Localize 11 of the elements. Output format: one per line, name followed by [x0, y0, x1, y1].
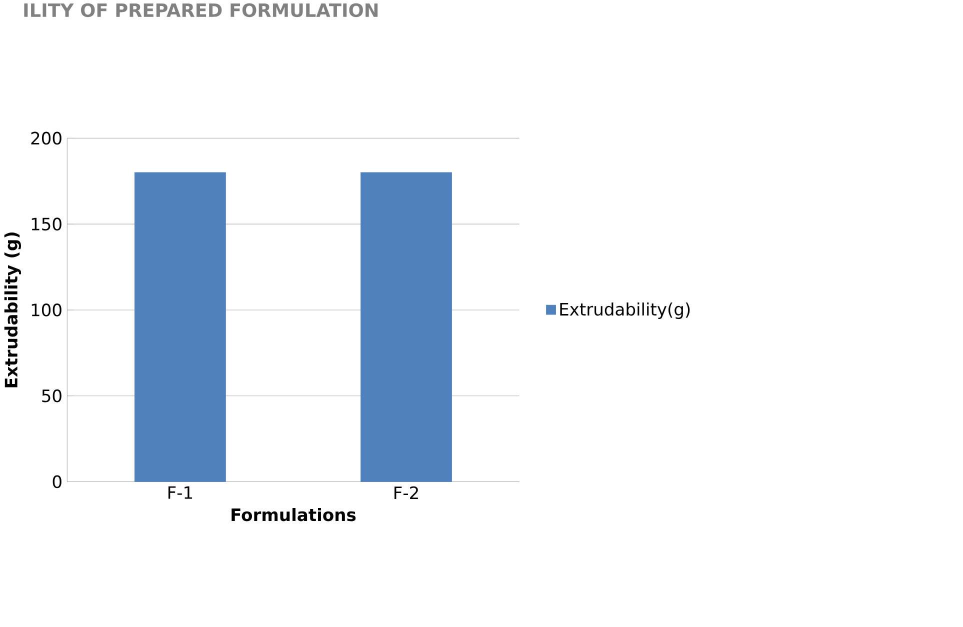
y-tick-label: 100: [32, 304, 62, 316]
x-tick-label: F-2: [394, 486, 418, 500]
y-tick-label: 150: [32, 218, 62, 231]
y-tick-label: 0: [52, 475, 62, 488]
y-tick-label: 200: [31, 132, 62, 145]
legend-label: Extrudability(g): [560, 302, 690, 320]
y-axis-title: Extrudability (g): [4, 232, 22, 388]
chart-title: ILITY OF PREPARED FORMULATION: [24, 3, 378, 18]
x-tick-label: F-1: [168, 486, 192, 499]
x-axis-title: Formulations: [232, 508, 356, 522]
y-tick-label: 50: [42, 389, 62, 402]
